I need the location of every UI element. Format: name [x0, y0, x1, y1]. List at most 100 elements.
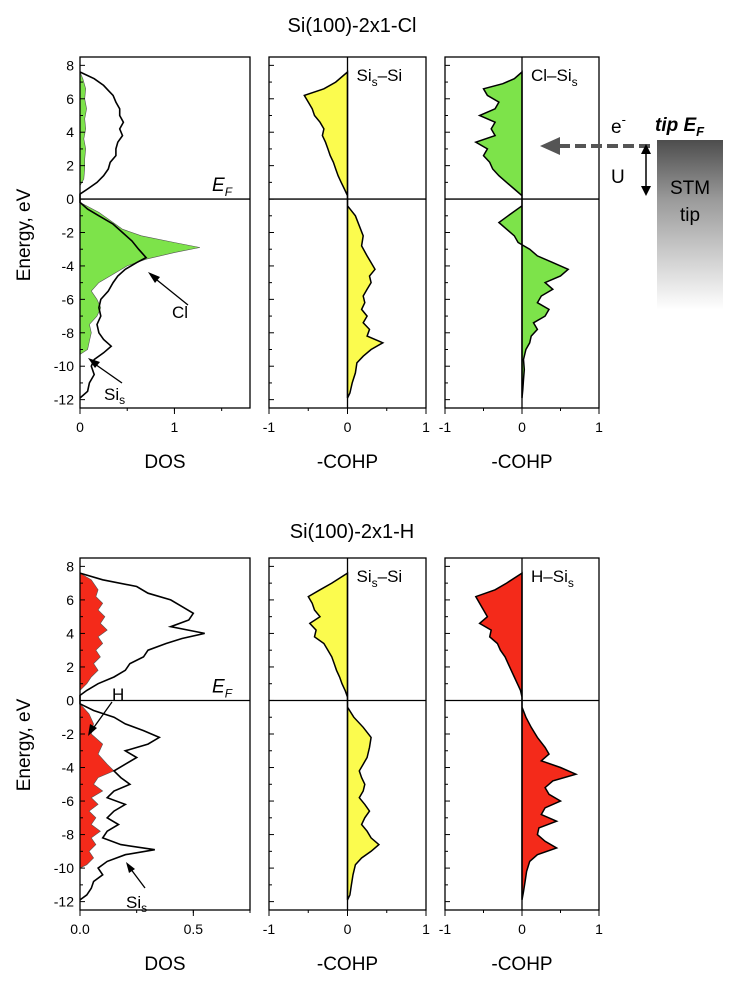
fermi-label: EF	[212, 175, 233, 199]
x-tick-label: 0.0	[70, 921, 90, 937]
x-tick-label: 1	[171, 419, 179, 435]
y-tick-label: -12	[54, 392, 74, 408]
plot-frame	[79, 557, 251, 911]
y-tick-label: -2	[62, 726, 75, 742]
bias-label: U	[611, 167, 625, 188]
bond-label-main: Si	[357, 66, 372, 85]
y-tick-label: -6	[62, 291, 75, 307]
bond-label: Cl–Sis	[531, 66, 578, 89]
series-si-line	[79, 572, 205, 901]
y-tick-label: 8	[66, 57, 74, 73]
x-tick-label: 1	[422, 419, 430, 435]
x-tick-label: 1	[595, 419, 603, 435]
svg-text:Sis: Sis	[104, 385, 125, 407]
bond-label-sub: s	[372, 576, 378, 590]
annotation-sis-top-text: Si	[104, 385, 119, 404]
y-tick-label: -8	[62, 325, 75, 341]
bond-label-sub: s	[568, 576, 574, 590]
x-tick-label: -1	[263, 921, 276, 937]
bond-label-main: Cl–Si	[531, 66, 572, 85]
bottom-ylabel: Energy, eV	[14, 698, 35, 791]
y-tick-label: -4	[62, 258, 75, 274]
bond-label: Sis–Si	[357, 567, 403, 590]
annotation-h-text: H	[112, 685, 124, 704]
panel-cl-sis-cohp: -1 0 1 -COHP Cl–Sis	[439, 56, 603, 473]
y-tick-label: -6	[62, 793, 75, 809]
x-tick-label: 1	[595, 921, 603, 937]
x-tick-label: 0	[518, 921, 526, 937]
annotation-sis-bottom-sub: s	[141, 901, 147, 915]
electron-arrowhead	[540, 137, 560, 155]
y-tick-label: -10	[54, 358, 74, 374]
annotation-sis-bottom: Sis	[126, 862, 147, 915]
series-sis-si-area	[307, 571, 381, 901]
y-tick-label: 0	[66, 692, 74, 708]
fermi-label: EF	[212, 676, 233, 700]
y-tick-label: -12	[54, 894, 74, 910]
bond-label-main: H–Si	[531, 567, 568, 586]
panel-h-sis-cohp: -1 0 1 -COHP H–Sis	[439, 557, 603, 975]
bond-label: H–Sis	[531, 567, 574, 590]
series-cl-area	[79, 71, 200, 356]
y-tick-label: -4	[62, 760, 75, 776]
panel-h-dos: 8 6 4 2 0 -2 -4 -6 -8 -10 -12 0.0 0.5 DOS EF	[54, 557, 251, 975]
y-tick-label: -2	[62, 225, 75, 241]
x-tick-label: 0	[344, 921, 352, 937]
x-axis-label: DOS	[144, 954, 185, 975]
series-sis-si-area	[303, 70, 385, 399]
panel-cl-sis-si-cohp: -1 0 1 -COHP Sis–Si	[263, 56, 430, 473]
fermi-label-main: E	[212, 175, 225, 196]
fermi-label-sub: F	[225, 185, 233, 199]
svg-text:tip EF: tip EF	[655, 115, 705, 139]
annotation-sis-top: Sis	[88, 358, 125, 407]
electron-sup: -	[622, 112, 626, 127]
y-tick-label: 2	[66, 158, 74, 174]
x-tick-label: 0	[344, 419, 352, 435]
y-tick-label: -10	[54, 860, 74, 876]
bond-label-sub: s	[372, 75, 378, 89]
bond-label-rest: –Si	[378, 66, 403, 85]
y-tick-label: -8	[62, 827, 75, 843]
x-tick-label: 0.5	[184, 921, 204, 937]
annotation-h: H	[88, 685, 124, 736]
series-h-area	[79, 572, 115, 869]
annotation-sis-top-sub: s	[119, 393, 125, 407]
x-axis-label: DOS	[144, 452, 185, 473]
tip-ef-sub: F	[696, 124, 705, 139]
x-tick-label: 0	[76, 419, 84, 435]
y-tick-label: 6	[66, 592, 74, 608]
y-tick-label: 0	[66, 191, 74, 207]
y-tick-label: 4	[66, 124, 74, 140]
bond-label-sub: s	[572, 75, 578, 89]
y-tick-label: 6	[66, 91, 74, 107]
x-tick-label: -1	[439, 419, 452, 435]
y-tick-label: 4	[66, 625, 74, 641]
bond-label-rest: –Si	[378, 567, 403, 586]
svg-text:Sis: Sis	[126, 893, 147, 915]
top-ylabel: Energy, eV	[14, 188, 35, 281]
x-axis-label: -COHP	[317, 452, 378, 473]
series-si-line	[79, 71, 148, 399]
x-tick-label: 0	[518, 419, 526, 435]
bond-label-main: Si	[357, 567, 372, 586]
top-title: Si(100)-2x1-Cl	[288, 15, 417, 37]
annotation-cl-text: Cl	[172, 303, 188, 322]
fermi-label-main: E	[212, 676, 225, 697]
panel-h-sis-si-cohp: -1 0 1 -COHP Sis–Si	[263, 557, 430, 975]
bond-label: Sis–Si	[357, 66, 403, 89]
annotation-sis-bottom-text: Si	[126, 893, 141, 912]
stm-tip-line2: tip	[680, 205, 700, 226]
x-axis-label: -COHP	[491, 452, 552, 473]
bottom-title: Si(100)-2x1-H	[290, 521, 414, 543]
series-h-sis-area	[474, 571, 579, 901]
x-tick-label: 1	[422, 921, 430, 937]
y-tick-label: 8	[66, 558, 74, 574]
y-tick-label: 2	[66, 659, 74, 675]
annotation-cl: Cl	[148, 272, 189, 322]
stm-tip-body	[657, 140, 723, 310]
x-axis-label: -COHP	[491, 954, 552, 975]
x-axis-label: -COHP	[317, 954, 378, 975]
stm-tip-schematic: STM tip tip EF e- U	[540, 112, 723, 310]
svg-text:e-: e-	[611, 112, 626, 138]
